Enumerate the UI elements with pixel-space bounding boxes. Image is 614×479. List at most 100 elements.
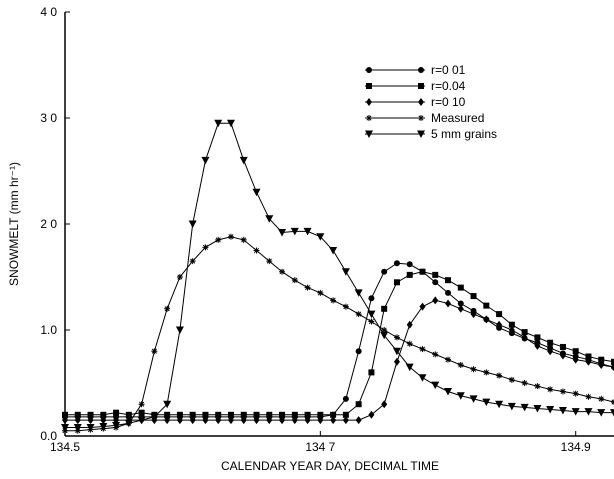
- marker: [598, 360, 605, 369]
- marker: [355, 311, 362, 318]
- marker: [432, 296, 439, 305]
- series-line: [65, 299, 614, 421]
- x-tick-label: 134.9: [561, 440, 591, 454]
- marker: [227, 233, 234, 240]
- series-line: [65, 236, 614, 432]
- marker: [188, 220, 197, 228]
- marker: [317, 289, 324, 296]
- marker: [62, 411, 68, 418]
- marker: [304, 284, 311, 291]
- marker: [470, 366, 477, 373]
- marker: [150, 413, 159, 421]
- marker: [74, 411, 81, 418]
- marker: [368, 410, 375, 419]
- marker: [598, 395, 605, 402]
- marker: [419, 346, 426, 353]
- marker: [445, 356, 452, 363]
- marker: [342, 303, 349, 310]
- legend-marker: [366, 67, 372, 73]
- marker: [87, 416, 94, 425]
- marker: [279, 268, 286, 275]
- marker: [406, 271, 413, 278]
- marker: [189, 411, 196, 418]
- marker: [611, 358, 614, 365]
- marker: [303, 227, 312, 236]
- marker: [418, 374, 427, 382]
- marker: [112, 421, 121, 430]
- marker: [317, 416, 324, 425]
- marker: [584, 408, 593, 416]
- marker: [214, 119, 223, 128]
- legend-marker: [418, 115, 424, 121]
- marker: [432, 271, 439, 278]
- marker: [61, 424, 69, 432]
- legend-marker: [366, 115, 372, 121]
- marker: [87, 411, 94, 418]
- marker: [73, 424, 82, 432]
- marker: [86, 424, 95, 432]
- marker: [125, 411, 132, 418]
- marker: [368, 369, 375, 376]
- marker: [137, 416, 146, 425]
- marker: [406, 261, 413, 268]
- marker: [100, 411, 107, 418]
- marker: [456, 392, 465, 400]
- marker: [355, 416, 362, 425]
- marker: [239, 156, 248, 165]
- marker: [164, 411, 171, 418]
- legend-label: 5 mm grains: [431, 127, 497, 141]
- legend-marker: [365, 130, 373, 138]
- marker: [240, 236, 247, 243]
- marker: [381, 305, 388, 312]
- marker: [457, 300, 464, 307]
- marker: [572, 390, 579, 397]
- marker: [469, 395, 478, 403]
- marker: [74, 416, 81, 425]
- marker: [265, 215, 274, 223]
- marker: [317, 411, 324, 418]
- marker: [558, 407, 567, 415]
- series-line: [65, 262, 614, 418]
- marker: [405, 363, 414, 372]
- marker: [138, 401, 145, 408]
- marker: [406, 340, 413, 347]
- marker: [611, 363, 614, 372]
- marker: [547, 347, 554, 356]
- marker: [202, 416, 209, 425]
- marker: [215, 411, 222, 418]
- marker: [508, 326, 515, 334]
- legend-marker: [417, 130, 425, 138]
- marker: [571, 408, 580, 416]
- marker: [100, 416, 107, 425]
- marker: [266, 416, 273, 425]
- marker: [495, 400, 504, 409]
- marker: [176, 274, 183, 280]
- marker: [189, 258, 196, 265]
- marker: [240, 411, 247, 418]
- legend-label: Measured: [431, 111, 484, 125]
- marker: [226, 119, 235, 128]
- marker: [163, 400, 172, 409]
- marker: [521, 333, 528, 342]
- marker: [470, 310, 477, 319]
- marker: [508, 376, 515, 383]
- marker: [572, 355, 579, 364]
- marker: [99, 422, 108, 431]
- marker: [279, 416, 286, 425]
- marker: [419, 268, 426, 275]
- marker: [354, 289, 363, 297]
- marker: [381, 327, 388, 333]
- marker: [445, 289, 452, 296]
- y-tick-label: 1.0: [40, 323, 57, 337]
- marker: [266, 411, 273, 418]
- marker: [381, 400, 388, 409]
- marker: [496, 372, 503, 379]
- series-line: [65, 271, 614, 416]
- marker: [124, 419, 133, 428]
- marker: [291, 416, 298, 425]
- marker: [406, 320, 413, 329]
- marker: [215, 416, 222, 425]
- marker: [253, 416, 260, 425]
- marker: [304, 411, 311, 418]
- marker: [483, 302, 490, 309]
